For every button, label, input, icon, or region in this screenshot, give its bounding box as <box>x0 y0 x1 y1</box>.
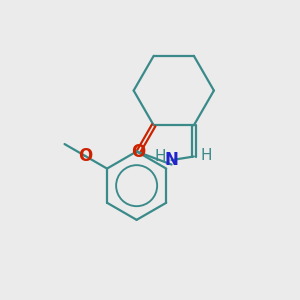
Text: O: O <box>131 143 145 161</box>
Text: O: O <box>78 147 92 165</box>
Text: H: H <box>154 149 166 164</box>
Text: N: N <box>165 151 178 169</box>
Text: H: H <box>201 148 212 163</box>
